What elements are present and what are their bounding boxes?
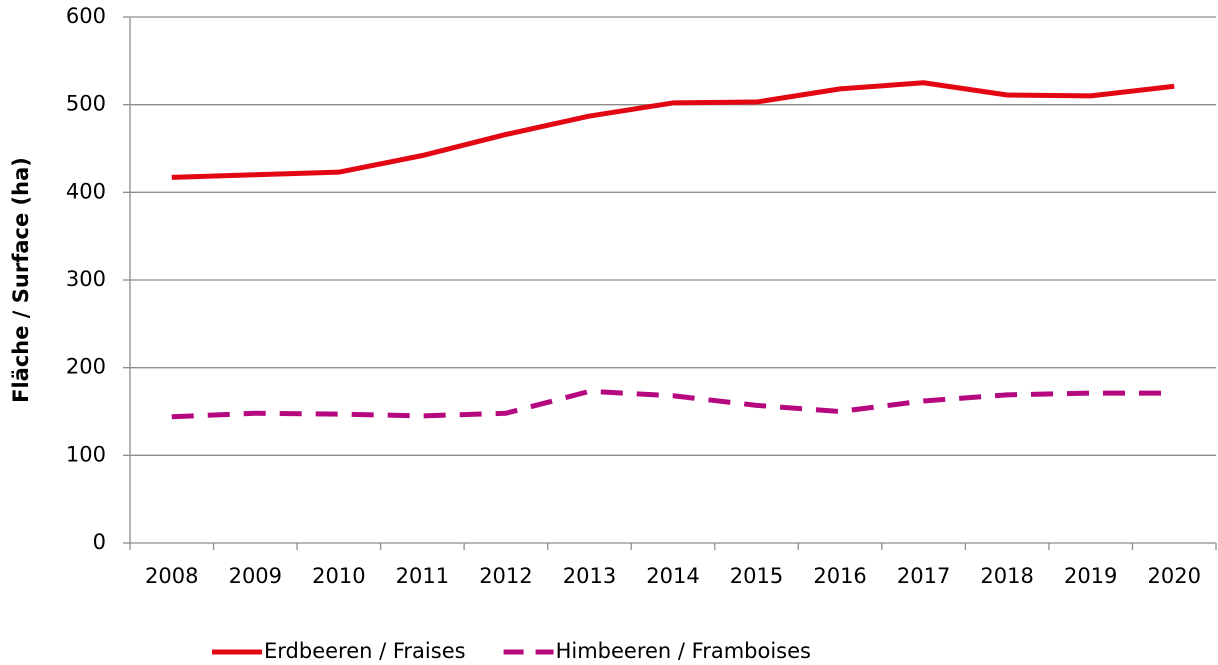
x-tick-label: 2016 [813, 564, 866, 588]
x-tick-label: 2011 [396, 564, 449, 588]
x-tick-label: 2019 [1064, 564, 1117, 588]
y-tick-label: 0 [93, 530, 106, 554]
y-tick-label: 100 [66, 442, 106, 466]
y-axis-label: Fläche / Surface (ha) [9, 157, 33, 403]
x-tick-label: 2010 [312, 564, 365, 588]
x-tick-label: 2012 [479, 564, 532, 588]
legend-label: Erdbeeren / Fraises [264, 639, 466, 663]
legend-label: Himbeeren / Framboises [556, 639, 811, 663]
x-tick-label: 2017 [897, 564, 950, 588]
x-tick-label: 2015 [730, 564, 783, 588]
x-tick-label: 2020 [1148, 564, 1201, 588]
x-tick-label: 2018 [980, 564, 1033, 588]
series-line [171, 388, 1175, 420]
y-tick-label: 600 [66, 4, 106, 28]
x-tick-label: 2009 [229, 564, 282, 588]
y-tick-label: 200 [66, 355, 106, 379]
y-tick-label: 400 [66, 179, 106, 203]
y-tick-label: 300 [66, 267, 106, 291]
x-tick-label: 2014 [646, 564, 699, 588]
series-line [171, 80, 1175, 180]
y-tick-label: 500 [66, 92, 106, 116]
x-tick-label: 2013 [563, 564, 616, 588]
x-tick-label: 2008 [145, 564, 198, 588]
